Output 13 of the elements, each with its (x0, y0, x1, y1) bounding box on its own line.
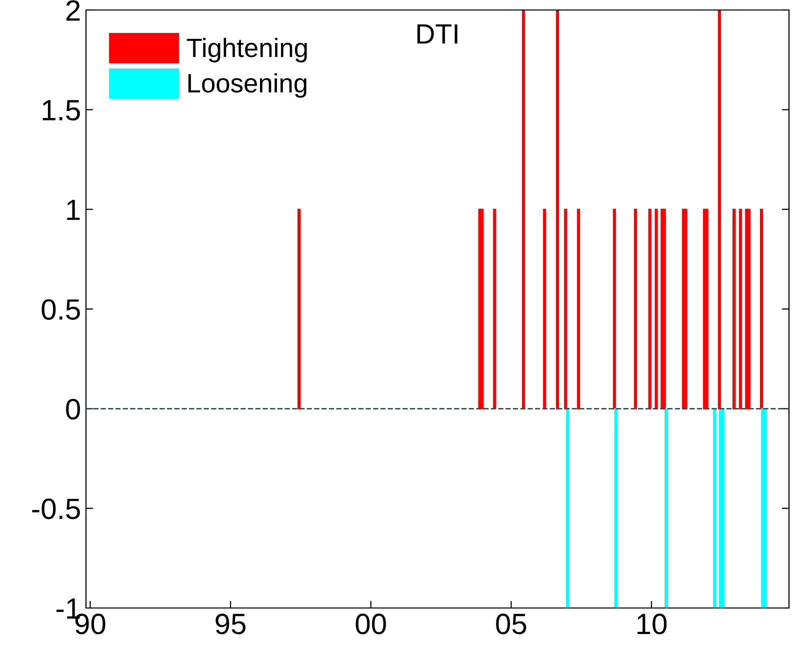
legend-label: Loosening (188, 73, 306, 98)
x-tick-label: 05 (496, 614, 526, 634)
chart-title: DTI (417, 24, 458, 44)
x-tick-label: 10 (637, 614, 667, 634)
y-tick-label: 1 (67, 200, 80, 220)
y-tick-label: 0.5 (42, 299, 80, 320)
y-tick-label: 2 (66, 0, 80, 21)
x-tick-label: 00 (356, 614, 386, 634)
legend-label: Tightening (186, 38, 307, 62)
x-tick-label: 95 (216, 614, 246, 634)
y-tick-label: 1.5 (42, 100, 80, 121)
y-tick-label: -0.5 (32, 498, 80, 520)
y-tick-label: 0 (66, 398, 80, 420)
